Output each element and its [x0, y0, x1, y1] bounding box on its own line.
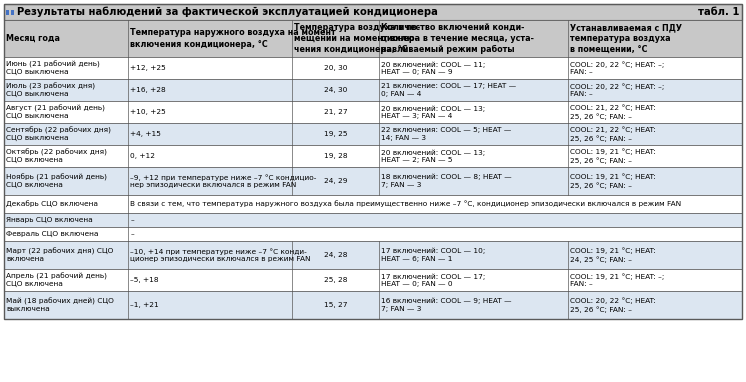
Text: 20 включений: COOL — 11;
HEAT — 0; FAN — 9: 20 включений: COOL — 11; HEAT — 0; FAN —… [381, 61, 486, 75]
Text: Устанавливаемая с ПДУ
температура воздуха
в помещении, °C: Устанавливаемая с ПДУ температура воздух… [571, 23, 683, 54]
Text: Количество включений конди-
ционера в течение месяца, уста-
навливаемый режим ра: Количество включений конди- ционера в те… [381, 23, 534, 54]
Text: 25, 28: 25, 28 [324, 277, 347, 283]
Text: +10, +25: +10, +25 [131, 109, 166, 115]
Bar [4, 291, 742, 319]
Text: 20, 30: 20, 30 [324, 65, 347, 71]
Bar [4, 4, 742, 319]
Text: Сентябрь (22 рабочих дня)
СЦО выключена: Сентябрь (22 рабочих дня) СЦО выключена [7, 126, 111, 141]
Bar [4, 101, 742, 123]
Text: 17 включений: COOL — 10;
HEAT — 6; FAN — 1: 17 включений: COOL — 10; HEAT — 6; FAN —… [381, 248, 486, 262]
Text: 19, 28: 19, 28 [324, 153, 347, 159]
Text: Январь СЦО включена: Январь СЦО включена [7, 217, 93, 223]
Text: Октябрь (22 рабочих дня)
СЦО включена: Октябрь (22 рабочих дня) СЦО включена [7, 149, 107, 163]
Text: 17 включений: COOL — 17;
HEAT — 0; FAN — 0: 17 включений: COOL — 17; HEAT — 0; FAN —… [381, 273, 486, 287]
Text: 21, 27: 21, 27 [324, 109, 347, 115]
Bar [4, 167, 742, 195]
Text: Температура воздуха в по-
мещении на момент вклю-
чения кондиционера, °C: Температура воздуха в по- мещении на мом… [295, 23, 421, 54]
Text: –9, +12 при температуре ниже –7 °C кондицио-
нер эпизодически включался в режим : –9, +12 при температуре ниже –7 °C конди… [131, 174, 317, 188]
Text: 18 включений: COOL — 8; HEAT —
7; FAN — 3: 18 включений: COOL — 8; HEAT — 7; FAN — … [381, 174, 512, 188]
Text: 19, 25: 19, 25 [324, 131, 347, 137]
Bar [4, 195, 742, 213]
Text: COOL: 19, 21 °C; HEAT:
24, 25 °C; FAN: –: COOL: 19, 21 °C; HEAT: 24, 25 °C; FAN: – [571, 248, 656, 262]
Text: Результаты наблюдений за фактической эксплуатацией кондиционера: Результаты наблюдений за фактической экс… [17, 7, 438, 17]
Text: 16 включений: COOL — 9; HEAT —
7; FAN — 3: 16 включений: COOL — 9; HEAT — 7; FAN — … [381, 298, 512, 312]
Text: +12, +25: +12, +25 [131, 65, 166, 71]
Text: COOL: 20, 22 °C; HEAT: –;
FAN: –: COOL: 20, 22 °C; HEAT: –; FAN: – [571, 61, 665, 75]
Text: Ноябрь (21 рабочий день)
СЦО включена: Ноябрь (21 рабочий день) СЦО включена [7, 173, 107, 188]
Text: –10, +14 при температуре ниже –7 °C конди-
ционер эпизодически включался в режим: –10, +14 при температуре ниже –7 °C конд… [131, 248, 311, 262]
Text: +4, +15: +4, +15 [131, 131, 161, 137]
Text: 24, 28: 24, 28 [324, 252, 347, 258]
Text: COOL: 19, 21 °C; HEAT:
25, 26 °C; FAN: –: COOL: 19, 21 °C; HEAT: 25, 26 °C; FAN: – [571, 173, 656, 189]
Text: Июль (23 рабочих дня)
СЦО выключена: Июль (23 рабочих дня) СЦО выключена [7, 83, 95, 97]
Text: COOL: 19, 21 °C; HEAT:
25, 26 °C; FAN: –: COOL: 19, 21 °C; HEAT: 25, 26 °C; FAN: – [571, 149, 656, 163]
Text: Июнь (21 рабочий день)
СЦО выключена: Июнь (21 рабочий день) СЦО выключена [7, 60, 101, 76]
Text: 20 включений: COOL — 13;
HEAT — 2; FAN — 5: 20 включений: COOL — 13; HEAT — 2; FAN —… [381, 149, 486, 163]
Text: Май (18 рабочих дней) СЦО
выключена: Май (18 рабочих дней) СЦО выключена [7, 298, 114, 312]
Text: –: – [131, 217, 134, 223]
Bar [4, 20, 742, 57]
Bar [4, 57, 742, 79]
Text: Февраль СЦО включена: Февраль СЦО включена [7, 231, 99, 237]
Text: COOL: 20, 22 °C; HEAT: –;
FAN: –: COOL: 20, 22 °C; HEAT: –; FAN: – [571, 83, 665, 97]
Text: 15, 27: 15, 27 [324, 302, 347, 308]
Text: 22 включения: COOL — 5; HEAT —
14; FAN — 3: 22 включения: COOL — 5; HEAT — 14; FAN —… [381, 127, 512, 141]
Text: COOL: 19, 21 °C; HEAT: –;
FAN: –: COOL: 19, 21 °C; HEAT: –; FAN: – [571, 273, 665, 287]
Bar [4, 227, 742, 241]
Bar [4, 213, 742, 227]
Text: –5, +18: –5, +18 [131, 277, 159, 283]
Text: COOL: 21, 22 °C; HEAT:
25, 26 °C; FAN: –: COOL: 21, 22 °C; HEAT: 25, 26 °C; FAN: – [571, 126, 656, 142]
Bar [11, 10, 14, 15]
Bar [4, 145, 742, 167]
Text: Месяц года: Месяц года [7, 34, 60, 43]
Text: +16, +28: +16, +28 [131, 87, 166, 93]
Text: COOL: 20, 22 °C; HEAT:
25, 26 °C; FAN: –: COOL: 20, 22 °C; HEAT: 25, 26 °C; FAN: – [571, 298, 656, 312]
Text: Температура наружного воздуха на момент
включения кондиционера, °C: Температура наружного воздуха на момент … [131, 28, 336, 49]
Text: В связи с тем, что температура наружного воздуха была преимущественно ниже –7 °C: В связи с тем, что температура наружного… [131, 201, 682, 207]
Text: 24, 29: 24, 29 [324, 178, 347, 184]
Bar [4, 241, 742, 269]
Text: Март (22 рабочих дня) СЦО
включена: Март (22 рабочих дня) СЦО включена [7, 248, 114, 262]
Text: Декабрь СЦО включена: Декабрь СЦО включена [7, 201, 98, 207]
Text: Август (21 рабочий день)
СЦО выключена: Август (21 рабочий день) СЦО выключена [7, 105, 105, 120]
Text: 24, 30: 24, 30 [324, 87, 347, 93]
Text: Апрель (21 рабочий день)
СЦО включена: Апрель (21 рабочий день) СЦО включена [7, 272, 107, 288]
Text: 21 включение: COOL — 17; HEAT —
0; FAN — 4: 21 включение: COOL — 17; HEAT — 0; FAN —… [381, 83, 516, 97]
Text: табл. 1: табл. 1 [698, 7, 740, 17]
Text: 0, +12: 0, +12 [131, 153, 155, 159]
Bar [6, 10, 9, 15]
Bar [4, 79, 742, 101]
Bar [4, 4, 742, 20]
Bar [4, 123, 742, 145]
Text: 20 включений: COOL — 13;
HEAT — 3; FAN — 4: 20 включений: COOL — 13; HEAT — 3; FAN —… [381, 105, 486, 119]
Text: –: – [131, 231, 134, 237]
Text: –1, +21: –1, +21 [131, 302, 159, 308]
Text: COOL: 21, 22 °C; HEAT:
25, 26 °C; FAN: –: COOL: 21, 22 °C; HEAT: 25, 26 °C; FAN: – [571, 104, 656, 120]
Bar [4, 269, 742, 291]
